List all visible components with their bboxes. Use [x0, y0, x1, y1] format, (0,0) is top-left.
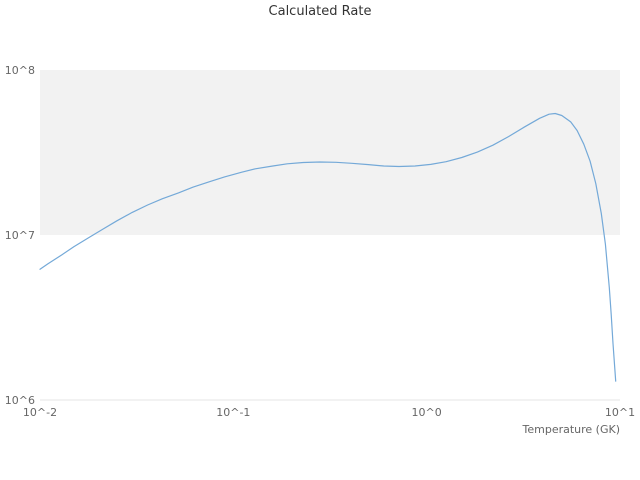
- x-tick-label: 10^-2: [23, 406, 57, 419]
- x-tick-label: 10^1: [605, 406, 635, 419]
- x-tick-label: 10^0: [412, 406, 442, 419]
- y-tick-label: 10^8: [5, 64, 35, 77]
- plot-band: [40, 70, 620, 235]
- y-tick-label: 10^7: [5, 229, 35, 242]
- chart-title: Calculated Rate: [268, 4, 372, 19]
- y-tick-label: 10^6: [5, 394, 35, 407]
- rate-line-series: [39, 112, 617, 382]
- x-axis-label: Temperature (GK): [522, 423, 621, 436]
- x-tick-label: 10^-1: [216, 406, 250, 419]
